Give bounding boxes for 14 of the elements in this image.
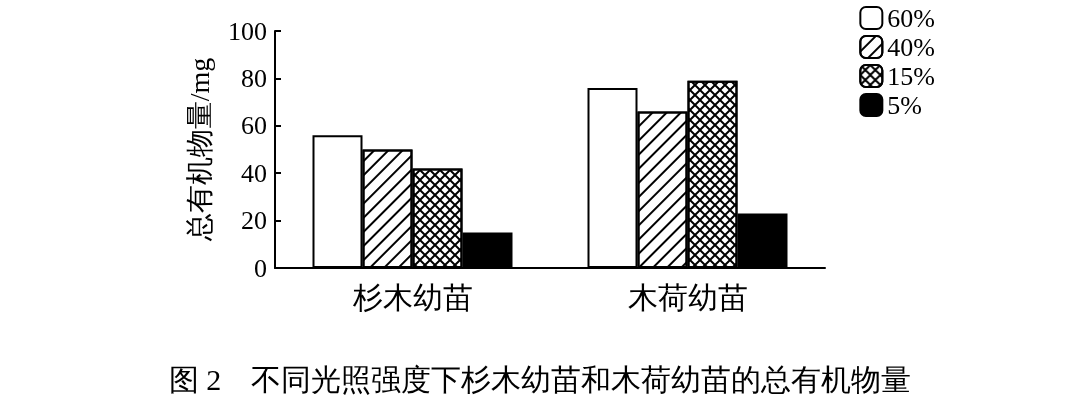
y-tick-label: 20 (241, 206, 267, 236)
x-tick-label: 杉木幼苗 (351, 280, 473, 314)
y-tick-label: 40 (241, 158, 267, 188)
text: 图 2 不同光照强度下杉木幼苗和木荷幼苗的总有机物量 (168, 362, 912, 396)
y-tick-label: 100 (228, 16, 267, 46)
legend-label: 60% (887, 3, 936, 33)
y-tick-label: 60 (241, 111, 267, 141)
y-tick-label: 80 (241, 63, 267, 93)
y-axis-title: 总有机物量/mg (183, 57, 215, 243)
legend-label: 15% (887, 61, 936, 91)
x-tick-label: 木荷幼苗 (627, 280, 748, 314)
legend-label: 5% (887, 90, 923, 120)
legend-label: 40% (887, 32, 936, 62)
y-tick-label: 0 (254, 253, 267, 283)
